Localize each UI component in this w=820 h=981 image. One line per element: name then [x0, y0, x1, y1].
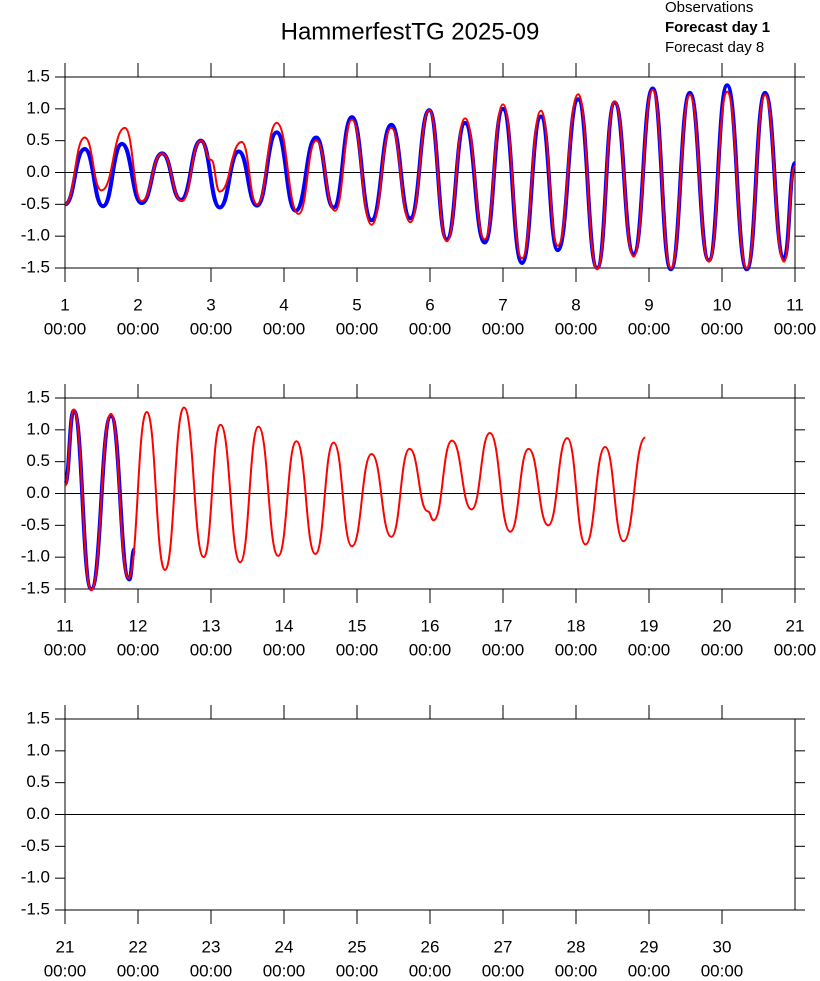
- y-tick-label: 1.0: [26, 98, 50, 117]
- y-tick-label: 0.5: [26, 772, 50, 791]
- x-tick-time: 00:00: [628, 961, 671, 980]
- x-tick-time: 00:00: [409, 319, 452, 338]
- x-tick-label: 16: [421, 616, 440, 635]
- x-tick-time: 00:00: [555, 319, 598, 338]
- x-tick-time: 00:00: [701, 961, 744, 980]
- y-tick-label: 0.0: [26, 483, 50, 502]
- x-tick-time: 00:00: [774, 319, 817, 338]
- y-tick-label: -1.5: [21, 578, 50, 597]
- y-tick-label: 1.0: [26, 740, 50, 759]
- legend-entry: Forecast day 8: [665, 39, 764, 56]
- x-tick-label: 29: [640, 937, 659, 956]
- y-tick-label: -0.5: [21, 836, 50, 855]
- x-tick-time: 00:00: [774, 640, 817, 659]
- x-tick-label: 4: [279, 295, 288, 314]
- legend-entry: Observations: [665, 0, 753, 16]
- x-tick-label: 27: [494, 937, 513, 956]
- y-tick-label: -1.0: [21, 226, 50, 245]
- y-tick-label: -1.5: [21, 899, 50, 918]
- x-tick-time: 00:00: [336, 319, 379, 338]
- y-tick-label: 1.0: [26, 419, 50, 438]
- x-tick-time: 00:00: [409, 961, 452, 980]
- x-tick-label: 21: [786, 616, 805, 635]
- x-tick-label: 6: [425, 295, 434, 314]
- chart-title: HammerfestTG 2025-09: [281, 18, 540, 45]
- y-tick-label: 1.5: [26, 387, 50, 406]
- x-tick-label: 23: [202, 937, 221, 956]
- x-tick-time: 00:00: [44, 961, 87, 980]
- x-tick-time: 00:00: [336, 640, 379, 659]
- y-tick-label: 1.5: [26, 708, 50, 727]
- x-tick-label: 12: [129, 616, 148, 635]
- y-tick-label: -1.5: [21, 257, 50, 276]
- x-tick-time: 00:00: [190, 961, 233, 980]
- x-tick-label: 20: [713, 616, 732, 635]
- x-tick-label: 3: [206, 295, 215, 314]
- y-tick-label: 1.5: [26, 66, 50, 85]
- x-tick-label: 19: [640, 616, 659, 635]
- x-tick-label: 14: [275, 616, 294, 635]
- x-tick-time: 00:00: [190, 319, 233, 338]
- x-tick-label: 30: [713, 937, 732, 956]
- data-line: [64, 88, 796, 271]
- x-tick-time: 00:00: [409, 640, 452, 659]
- y-tick-label: -1.0: [21, 547, 50, 566]
- x-tick-time: 00:00: [628, 640, 671, 659]
- x-tick-label: 13: [202, 616, 221, 635]
- y-tick-label: 0.0: [26, 162, 50, 181]
- x-tick-time: 00:00: [117, 640, 160, 659]
- x-tick-label: 15: [348, 616, 367, 635]
- x-tick-label: 26: [421, 937, 440, 956]
- x-tick-time: 00:00: [44, 640, 87, 659]
- x-tick-time: 00:00: [190, 640, 233, 659]
- data-line: [64, 406, 647, 592]
- x-tick-time: 00:00: [701, 319, 744, 338]
- x-tick-time: 00:00: [263, 961, 306, 980]
- x-tick-time: 00:00: [482, 961, 525, 980]
- y-tick-label: 0.0: [26, 804, 50, 823]
- y-tick-label: 0.5: [26, 451, 50, 470]
- x-tick-label: 7: [498, 295, 507, 314]
- x-tick-time: 00:00: [336, 961, 379, 980]
- x-tick-label: 5: [352, 295, 361, 314]
- x-tick-label: 11: [56, 616, 74, 635]
- y-tick-label: -1.0: [21, 868, 50, 887]
- x-tick-label: 22: [129, 937, 148, 956]
- x-tick-label: 25: [348, 937, 367, 956]
- x-tick-label: 11: [786, 295, 804, 314]
- x-tick-label: 17: [494, 616, 513, 635]
- x-tick-label: 9: [644, 295, 653, 314]
- x-tick-time: 00:00: [701, 640, 744, 659]
- y-tick-label: -0.5: [21, 515, 50, 534]
- x-tick-time: 00:00: [482, 640, 525, 659]
- x-tick-time: 00:00: [263, 319, 306, 338]
- y-tick-label: 0.5: [26, 130, 50, 149]
- x-tick-time: 00:00: [555, 640, 598, 659]
- x-tick-time: 00:00: [555, 961, 598, 980]
- x-tick-label: 24: [275, 937, 294, 956]
- x-tick-time: 00:00: [263, 640, 306, 659]
- x-tick-label: 2: [133, 295, 142, 314]
- x-tick-time: 00:00: [117, 961, 160, 980]
- x-tick-label: 21: [56, 937, 75, 956]
- y-tick-label: -0.5: [21, 194, 50, 213]
- x-tick-label: 1: [60, 295, 69, 314]
- x-tick-time: 00:00: [117, 319, 160, 338]
- x-tick-time: 00:00: [44, 319, 87, 338]
- x-tick-time: 00:00: [482, 319, 525, 338]
- legend-entry: Forecast day 1: [665, 19, 770, 36]
- x-tick-label: 10: [713, 295, 732, 314]
- x-tick-label: 28: [567, 937, 586, 956]
- x-tick-label: 8: [571, 295, 580, 314]
- x-tick-time: 00:00: [628, 319, 671, 338]
- x-tick-label: 18: [567, 616, 586, 635]
